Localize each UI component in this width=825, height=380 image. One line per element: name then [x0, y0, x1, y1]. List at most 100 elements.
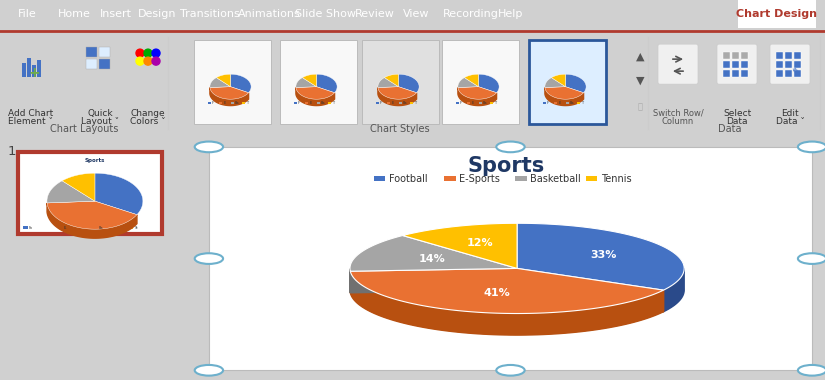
Text: 14%: 14% [418, 254, 445, 264]
Text: Design: Design [138, 9, 177, 19]
Polygon shape [210, 78, 230, 87]
Text: Data: Data [719, 124, 742, 134]
Text: View: View [403, 9, 430, 19]
Text: Sports: Sports [85, 158, 105, 163]
Polygon shape [398, 74, 419, 93]
Bar [230, 102, 234, 104]
Text: Element ˅: Element ˅ [8, 117, 54, 126]
Text: Chart Styles: Chart Styles [370, 124, 430, 134]
Polygon shape [384, 74, 398, 87]
Text: ✎: ✎ [791, 69, 801, 79]
Bar [723, 70, 730, 77]
Text: Quick: Quick [87, 109, 113, 118]
Circle shape [497, 365, 525, 375]
Polygon shape [303, 74, 317, 87]
Bar [478, 102, 482, 104]
Text: Edit: Edit [781, 109, 799, 118]
Text: Recording: Recording [443, 9, 499, 19]
Text: T: T [581, 101, 583, 105]
FancyBboxPatch shape [770, 44, 810, 84]
Circle shape [798, 253, 825, 264]
Ellipse shape [350, 245, 684, 335]
Circle shape [136, 49, 144, 57]
Text: Transitions: Transitions [180, 9, 240, 19]
Bar [543, 102, 546, 104]
Polygon shape [544, 78, 565, 87]
Polygon shape [216, 74, 230, 87]
Text: Data ˅: Data ˅ [776, 117, 804, 126]
Bar [305, 102, 309, 104]
Bar [86, 59, 97, 69]
Polygon shape [47, 201, 137, 229]
Bar [375, 102, 379, 104]
Bar [554, 102, 558, 104]
Bar [99, 47, 110, 57]
Polygon shape [378, 87, 417, 106]
Text: E: E [309, 101, 311, 105]
Bar [732, 61, 739, 68]
FancyBboxPatch shape [18, 152, 162, 234]
Polygon shape [47, 181, 95, 203]
Text: Change: Change [130, 109, 165, 118]
Text: F: F [212, 101, 214, 105]
Bar [515, 176, 526, 181]
Bar [37, 60, 41, 77]
Bar [86, 47, 97, 57]
Text: Ba: Ba [234, 101, 239, 105]
Polygon shape [210, 87, 248, 99]
Text: F: F [547, 101, 549, 105]
Bar [776, 52, 783, 59]
Text: Ba: Ba [321, 101, 325, 105]
Bar [565, 102, 569, 104]
Bar [294, 102, 297, 104]
Text: Chart Design: Chart Design [737, 9, 818, 19]
Bar [444, 176, 456, 181]
Polygon shape [62, 173, 95, 201]
Text: Select: Select [723, 109, 751, 118]
FancyBboxPatch shape [529, 40, 606, 124]
Text: F: F [460, 101, 462, 105]
Polygon shape [403, 223, 517, 268]
Text: ▲: ▲ [636, 52, 644, 62]
Text: Tennis: Tennis [601, 174, 631, 184]
Circle shape [195, 142, 223, 152]
Polygon shape [565, 74, 586, 93]
Polygon shape [517, 268, 663, 312]
Circle shape [136, 57, 144, 65]
Circle shape [144, 57, 152, 65]
Bar [32, 65, 36, 77]
Text: File: File [18, 9, 37, 19]
Bar [785, 70, 792, 77]
Text: Ba: Ba [99, 226, 103, 230]
Bar [577, 102, 581, 104]
Bar [785, 61, 792, 68]
Polygon shape [458, 78, 478, 87]
FancyBboxPatch shape [442, 40, 519, 124]
Text: 33%: 33% [590, 250, 616, 260]
Text: Ba: Ba [483, 101, 487, 105]
Polygon shape [351, 268, 517, 293]
Polygon shape [478, 74, 499, 93]
Circle shape [195, 253, 223, 264]
Bar [387, 102, 390, 104]
Polygon shape [296, 78, 317, 87]
Text: T: T [246, 101, 248, 105]
Bar [741, 52, 748, 59]
Text: Chart Layouts: Chart Layouts [50, 124, 118, 134]
Text: Sports: Sports [468, 155, 545, 176]
Circle shape [152, 57, 160, 65]
Text: F: F [298, 101, 299, 105]
Text: E: E [559, 101, 560, 105]
FancyBboxPatch shape [658, 44, 698, 84]
Polygon shape [95, 173, 143, 215]
Text: +: + [28, 66, 40, 80]
FancyBboxPatch shape [362, 40, 439, 124]
Text: Data: Data [726, 117, 747, 126]
Text: E: E [391, 101, 394, 105]
Polygon shape [663, 269, 684, 312]
Polygon shape [517, 268, 663, 312]
Polygon shape [230, 74, 251, 93]
FancyBboxPatch shape [209, 147, 812, 370]
Bar [723, 61, 730, 68]
FancyBboxPatch shape [194, 40, 271, 124]
